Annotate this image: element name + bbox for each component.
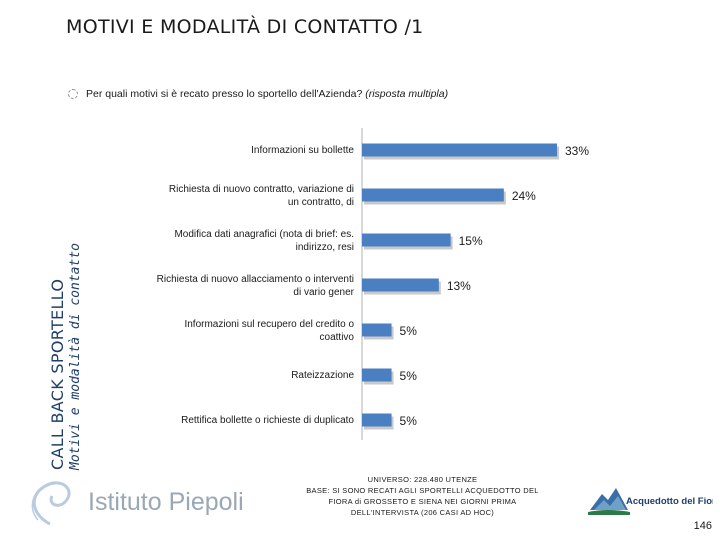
universo-line: FIORA di GROSSETO E SIENA NEI GIORNI PRI… (328, 497, 517, 506)
category-label: Rateizzazione (291, 370, 354, 381)
acquedotto-logo: Acquedotto del Fiora (588, 488, 713, 515)
value-label: 33% (565, 144, 589, 158)
bar (362, 233, 451, 247)
left-logo-text: Istituto Piepoli (88, 488, 244, 516)
bar (362, 323, 392, 337)
mountain-icon (588, 488, 630, 515)
page-number: 146 (693, 520, 712, 532)
question-note: (risposta multipla) (365, 88, 449, 100)
bar (362, 413, 392, 427)
bullet-icon (68, 89, 78, 99)
category-label: Rettifica bollette o richieste di duplic… (181, 415, 354, 426)
universo-note: UNIVERSO: 228.480 UTENZE BASE: SI SONO R… (280, 474, 565, 518)
page-title: MOTIVI E MODALITÀ DI CONTATTO /1 (66, 16, 424, 38)
question-text: Per quali motivi si è recato presso lo s… (86, 88, 448, 100)
universo-line: UNIVERSO: 228.480 UTENZE (367, 475, 478, 484)
value-label: 24% (512, 189, 536, 203)
category-label: Informazioni su bollette (251, 145, 354, 156)
bar-chart: 33% Informazioni su bollette 24% Richiesta … (157, 128, 589, 440)
category-label: Richiesta di nuovo contratto, variazione… (169, 184, 354, 208)
bar (362, 188, 504, 202)
value-label: 13% (447, 279, 471, 293)
value-label: 5% (400, 414, 418, 428)
question-main: Per quali motivi si è recato presso lo s… (86, 88, 363, 100)
right-logo-text: Acquedotto del Fiora (626, 496, 713, 507)
bar (362, 143, 557, 157)
universo-line: BASE: SI SONO RECATI AGLI SPORTELLI ACQU… (306, 486, 539, 495)
question: Per quali motivi si è recato presso lo s… (68, 88, 448, 100)
swirl-icon (31, 481, 71, 526)
bar (362, 278, 439, 292)
category-label: Richiesta di nuovo allacciamento o inter… (157, 274, 355, 298)
value-label: 5% (400, 369, 418, 383)
universo-line: DELL'INTERVISTA (206 CASI AD HOC) (350, 508, 495, 517)
category-label: Modifica dati anagrafici (nota di brief:… (174, 229, 354, 253)
istituto-piepoli-logo: Istituto Piepoli (31, 481, 244, 526)
value-label: 15% (459, 234, 483, 248)
bar (362, 368, 392, 382)
value-label: 5% (400, 324, 418, 338)
